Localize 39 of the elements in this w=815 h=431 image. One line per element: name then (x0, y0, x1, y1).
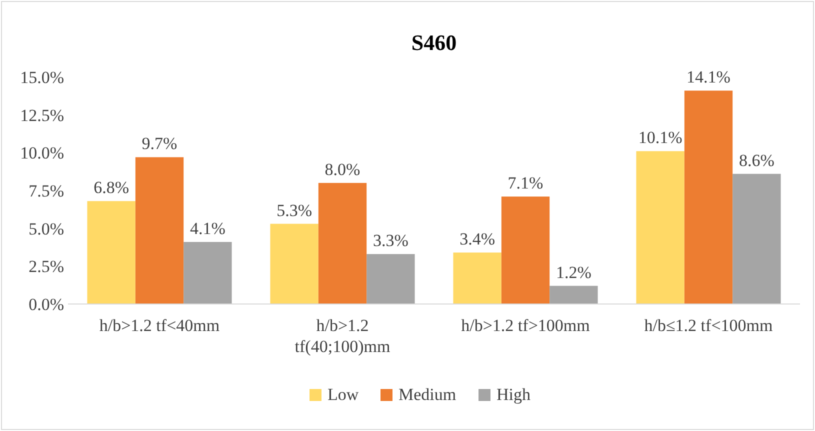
bar (135, 157, 184, 304)
y-tick-label: 0.0% (28, 295, 64, 314)
data-label: 4.1% (190, 218, 226, 238)
y-tick-label: 7.5% (28, 182, 64, 200)
bar (87, 201, 136, 304)
x-tick-label: h/b≤1.2 tf<100mm (644, 316, 773, 335)
data-label: 5.3% (276, 200, 312, 220)
data-label: 8.6% (738, 150, 774, 170)
y-tick-label: 12.5% (20, 106, 64, 125)
legend-label: Low (328, 385, 360, 404)
bar (636, 151, 684, 304)
legend-label: Medium (398, 385, 456, 404)
x-tick-label: h/b>1.2 tf<40mm (99, 316, 220, 335)
bar (550, 286, 598, 304)
data-label: 14.1% (686, 68, 730, 87)
bar (501, 196, 550, 304)
data-label: 3.4% (460, 230, 496, 249)
data-label: 10.1% (638, 128, 682, 148)
data-label: 1.2% (556, 262, 592, 282)
bar (453, 252, 502, 304)
data-label: 7.1% (508, 174, 544, 193)
bar (366, 254, 415, 304)
data-label: 9.7% (142, 134, 178, 154)
y-tick-label: 10.0% (20, 144, 64, 163)
bar (684, 90, 733, 304)
bar (184, 242, 232, 304)
legend-label: High (496, 385, 531, 404)
data-label: 3.3% (372, 231, 408, 250)
bar (732, 174, 781, 304)
chart-title: S460 (411, 30, 457, 55)
bar (270, 224, 318, 304)
y-tick-label: 2.5% (28, 257, 64, 276)
y-tick-label: 15.0% (20, 68, 64, 87)
bar (318, 182, 367, 304)
data-label: 8.0% (324, 160, 360, 179)
data-label: 6.8% (94, 178, 130, 198)
y-tick-label: 5.0% (28, 219, 64, 238)
x-tick-label: h/b>1.2 tf(40;100)mm (294, 316, 390, 356)
x-tick-label: h/b>1.2 tf>100mm (461, 316, 590, 335)
